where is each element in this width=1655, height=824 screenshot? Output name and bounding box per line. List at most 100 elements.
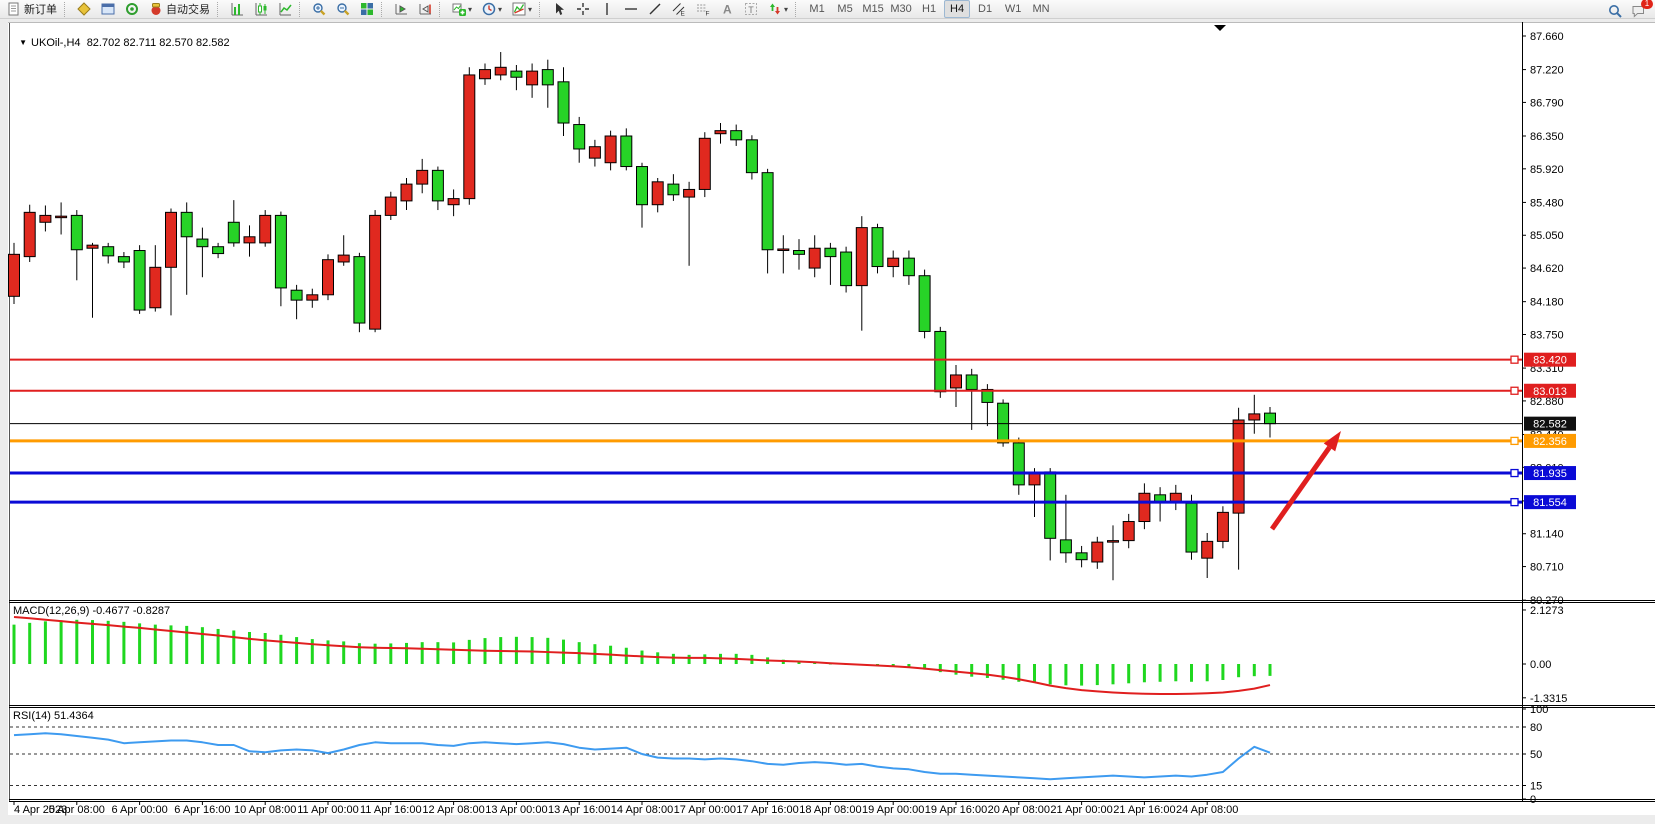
timeframe-mn-button[interactable]: MN: [1032, 3, 1050, 15]
arrows-button[interactable]: ▾: [764, 0, 792, 19]
indicators-button[interactable]: ▾: [508, 0, 536, 19]
candlesticks[interactable]: [8, 52, 1276, 581]
timeframe-m30-button[interactable]: M30: [890, 3, 912, 15]
macd-panel[interactable]: 2.1273 0.00 -1.3315: [12, 605, 1568, 705]
timeframe-d1-button[interactable]: D1: [978, 3, 993, 15]
timeframe-h4-button[interactable]: H4: [944, 0, 971, 18]
current-price-badge: [1524, 416, 1576, 431]
text-label-button[interactable]: T: [740, 0, 762, 19]
level-lines: 83.420 83.013 82.356 81.935 81.554: [10, 352, 1576, 510]
trendline-button[interactable]: [644, 0, 666, 19]
candle-body: [855, 227, 868, 287]
candle-body: [526, 70, 539, 86]
candle-body: [290, 289, 303, 301]
auto-scroll-icon: [395, 4, 407, 15]
fibonacci-button[interactable]: F: [692, 0, 714, 19]
data-window-button[interactable]: [97, 0, 119, 19]
candle-body: [1107, 540, 1119, 543]
level-line-handle[interactable]: [1510, 355, 1519, 364]
candle-body: [918, 275, 931, 332]
toolbar-separator: [795, 1, 801, 17]
cursor-button[interactable]: [548, 0, 570, 19]
candle-body: [573, 124, 586, 150]
new-order-button[interactable]: 新订单: [3, 0, 61, 19]
candle-body: [1232, 419, 1245, 514]
macd-histogram-bar: [420, 642, 424, 664]
scroll-anchor-icon[interactable]: [1214, 25, 1226, 31]
tile-windows-button[interactable]: [356, 0, 378, 19]
zoom-in-button[interactable]: [308, 0, 330, 19]
svg-text:13 Apr 00:00: 13 Apr 00:00: [485, 804, 547, 816]
autotrading-button[interactable]: 自动交易: [145, 0, 214, 19]
candle-body: [1091, 541, 1104, 563]
crosshair-button[interactable]: [572, 0, 594, 19]
macd-histogram-bar: [985, 664, 989, 678]
level-line-handle[interactable]: [1510, 436, 1519, 446]
macd-histogram-bar: [436, 642, 440, 664]
signal-icon: [126, 3, 138, 15]
candle-body: [683, 188, 696, 198]
svg-text:5 Apr 08:00: 5 Apr 08:00: [49, 804, 105, 816]
timeframe-m1-button[interactable]: M1: [809, 3, 825, 15]
auto-scroll-button[interactable]: [390, 0, 412, 19]
candle-body: [23, 211, 36, 258]
candle-body: [384, 196, 397, 216]
candle-body: [259, 214, 272, 244]
timeframe-m5-button[interactable]: M5: [837, 3, 853, 15]
macd-histogram-bar: [1111, 664, 1115, 685]
level-line-handle[interactable]: [1510, 497, 1519, 507]
line-chart-button[interactable]: [274, 0, 296, 19]
candle-body: [212, 246, 225, 255]
svg-text:19 Apr 16:00: 19 Apr 16:00: [925, 804, 987, 816]
search-button[interactable]: [1604, 1, 1626, 20]
bar-chart-button[interactable]: [226, 0, 248, 19]
symbol-dropdown-icon[interactable]: ▼: [19, 38, 28, 47]
candle-chart-button[interactable]: [250, 0, 272, 19]
notifications-button[interactable]: 1: [1628, 0, 1653, 20]
svg-text:17 Apr 00:00: 17 Apr 00:00: [674, 804, 736, 816]
level-price-badge: [1524, 383, 1576, 398]
toolbar-separator: [217, 1, 223, 17]
macd-histogram-bar: [923, 664, 927, 670]
macd-histogram-bar: [1190, 664, 1193, 682]
macd-histogram-bar: [75, 619, 79, 664]
strategy-navigator-button[interactable]: [121, 0, 143, 19]
svg-text:-1.3315: -1.3315: [1530, 693, 1567, 705]
timeframe-h1-button[interactable]: H1: [922, 3, 937, 15]
cursor-icon: [556, 3, 565, 15]
level-line-handle[interactable]: [1510, 468, 1519, 478]
horizontal-line-button[interactable]: [620, 0, 642, 19]
chart-background[interactable]: [8, 22, 1655, 815]
macd-histogram-bar: [954, 664, 958, 675]
macd-histogram-bar: [373, 643, 377, 664]
svg-text:17 Apr 16:00: 17 Apr 16:00: [736, 804, 798, 816]
chart-shift-button[interactable]: [414, 0, 436, 19]
level-line-handle[interactable]: [1510, 386, 1519, 395]
candle-body: [761, 172, 774, 251]
new-chart-button[interactable]: ▾: [448, 0, 476, 19]
zoom-out-button[interactable]: [332, 0, 354, 19]
market-watch-button[interactable]: [73, 0, 95, 19]
candle-body: [133, 250, 146, 311]
candle-body: [698, 137, 711, 190]
macd-histogram-bar: [1064, 664, 1068, 686]
toolbar-separator: [539, 1, 545, 17]
timeframe-m15-button[interactable]: M15: [862, 3, 884, 15]
trend-arrow-annotation[interactable]: [1269, 431, 1341, 531]
macd-histogram-bar: [671, 653, 675, 664]
macd-histogram-bar: [1268, 664, 1272, 676]
macd-histogram-bar: [138, 623, 142, 664]
rsi-panel[interactable]: 100 80 50 150: [10, 704, 1548, 806]
equidistant-channel-button[interactable]: E: [668, 0, 690, 19]
macd-histogram-bar: [279, 634, 283, 664]
text-button[interactable]: A: [716, 0, 738, 19]
candle-body: [777, 248, 790, 252]
candle-body: [117, 256, 130, 263]
chevron-down-icon: ▾: [528, 4, 533, 14]
vertical-line-button[interactable]: [596, 0, 618, 19]
periods-button[interactable]: ▾: [478, 0, 506, 19]
timeframe-w1-button[interactable]: W1: [1004, 3, 1022, 15]
svg-text:83.013: 83.013: [1533, 386, 1567, 398]
